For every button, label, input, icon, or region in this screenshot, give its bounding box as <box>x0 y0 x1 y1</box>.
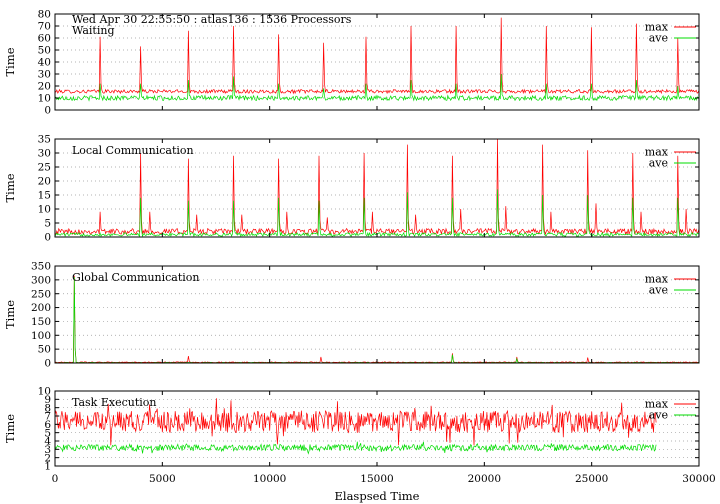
y-tick-label: 30 <box>38 69 51 81</box>
y-axis-label: Time <box>3 47 17 76</box>
y-tick-label: 80 <box>38 9 51 21</box>
y-tick-label: 7 <box>44 411 51 423</box>
y-tick-label: 5 <box>44 427 51 439</box>
y-tick-label: 8 <box>44 402 51 414</box>
x-tick-label: 10000 <box>253 473 286 485</box>
y-tick-label: 10 <box>38 386 51 398</box>
y-tick-label: 15 <box>38 190 51 202</box>
chart-title: Wed Apr 30 22:55:50 : atlas136 : 1536 Pr… <box>72 13 352 26</box>
panel-label-local-communication: Local Communication <box>72 144 194 157</box>
y-tick-label: 1 <box>44 461 51 473</box>
y-tick-label: 50 <box>38 45 51 57</box>
y-tick-label: 4 <box>44 436 51 448</box>
x-axis-label: Elaspsed Time <box>335 489 420 503</box>
series-line-ave <box>54 441 657 455</box>
x-tick-label: 20000 <box>468 473 501 485</box>
x-tick-label: 30000 <box>682 473 715 485</box>
series-line-max <box>54 17 700 95</box>
legend-label-max: max <box>645 398 669 411</box>
y-tick-label: 10 <box>38 204 51 216</box>
y-axis-label: Time <box>3 300 17 329</box>
y-tick-label: 10 <box>38 93 51 105</box>
y-tick-label: 35 <box>38 134 51 146</box>
y-axis-label: Time <box>3 414 17 443</box>
legend-label-max: max <box>645 21 669 34</box>
panel-label-global-communication: Global Communication <box>72 271 200 284</box>
y-axis-label: Time <box>3 173 17 202</box>
y-tick-label: 0 <box>44 232 51 244</box>
y-tick-label: 2 <box>44 452 51 464</box>
y-tick-label: 150 <box>31 316 51 328</box>
y-tick-label: 9 <box>44 394 51 406</box>
series-line-ave <box>54 277 700 364</box>
y-tick-label: 60 <box>38 33 51 45</box>
series-line-max <box>54 275 700 364</box>
y-tick-label: 350 <box>31 261 51 273</box>
x-tick-label: 0 <box>52 473 59 485</box>
panel-label-task-execution: Task Execution <box>72 396 156 409</box>
panel-label-waiting: Waiting <box>72 24 115 37</box>
y-tick-label: 70 <box>38 21 51 33</box>
y-tick-label: 100 <box>31 330 51 342</box>
legend-label-ave: ave <box>649 284 668 297</box>
y-tick-label: 50 <box>38 344 51 356</box>
y-tick-label: 40 <box>38 57 51 69</box>
y-tick-label: 300 <box>31 274 51 286</box>
y-tick-label: 200 <box>31 302 51 314</box>
y-tick-label: 6 <box>44 419 51 431</box>
y-tick-label: 20 <box>38 81 51 93</box>
y-tick-label: 5 <box>44 218 51 230</box>
x-tick-label: 25000 <box>575 473 608 485</box>
y-tick-label: 3 <box>44 444 51 456</box>
legend-label-max: max <box>645 273 669 286</box>
y-tick-label: 25 <box>38 162 51 174</box>
y-tick-label: 20 <box>38 176 51 188</box>
legend-label-ave: ave <box>649 409 668 422</box>
legend-label-ave: ave <box>649 32 668 45</box>
legend-label-max: max <box>645 146 669 159</box>
x-tick-label: 15000 <box>360 473 393 485</box>
legend-label-ave: ave <box>649 157 668 170</box>
y-tick-label: 0 <box>44 105 51 117</box>
y-tick-label: 30 <box>38 148 51 160</box>
y-tick-label: 250 <box>31 288 51 300</box>
x-tick-label: 5000 <box>149 473 176 485</box>
series-line-ave <box>54 73 700 102</box>
y-tick-label: 0 <box>44 358 51 370</box>
series-line-max <box>54 398 657 446</box>
